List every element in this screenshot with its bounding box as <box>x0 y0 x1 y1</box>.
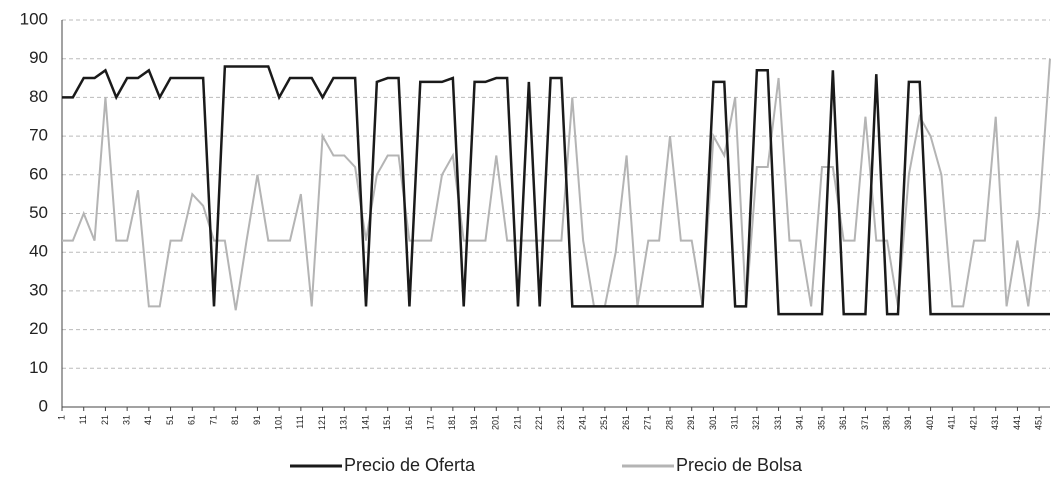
x-tick-label: 211 <box>512 415 522 429</box>
x-tick-label: 31 <box>122 415 132 425</box>
x-tick-label: 281 <box>664 415 674 430</box>
x-tick-label: 351 <box>816 415 826 430</box>
x-tick-label: 141 <box>360 415 370 430</box>
y-tick-label: 80 <box>29 87 48 106</box>
x-tick-label: 11 <box>78 415 88 424</box>
series-line <box>62 65 1050 316</box>
legend: Precio de Oferta Precio de Bolsa <box>290 455 803 475</box>
x-tick-label: 131 <box>339 415 349 430</box>
y-tick-label: 70 <box>29 126 48 145</box>
series-line <box>62 58 1051 311</box>
x-tick-label: 1 <box>56 415 66 420</box>
y-tick-label: 0 <box>39 396 48 415</box>
x-tick-label: 311 <box>730 415 740 429</box>
x-tick-label: 41 <box>143 415 153 425</box>
x-tick-label: 321 <box>751 415 761 430</box>
y-tick-label: 90 <box>29 48 48 67</box>
x-tick-label: 391 <box>903 415 913 430</box>
x-tick-label: 441 <box>1012 415 1022 430</box>
x-tick-label: 341 <box>795 415 805 430</box>
x-tick-label: 451 <box>1034 415 1044 430</box>
x-tick-label: 111 <box>295 415 305 429</box>
y-tick-label: 20 <box>29 319 48 338</box>
x-tick-label: 231 <box>556 415 566 430</box>
y-tick-label: 50 <box>29 203 48 222</box>
x-tick-label: 151 <box>382 415 392 430</box>
x-tick-label: 191 <box>469 415 479 430</box>
x-tick-label: 181 <box>447 415 457 430</box>
x-tick-label: 411 <box>947 415 957 429</box>
y-tick-label: 40 <box>29 242 48 261</box>
x-tick-label: 171 <box>426 415 436 430</box>
x-tick-label: 261 <box>621 415 631 430</box>
x-tick-label: 51 <box>165 415 175 425</box>
x-tick-label: 401 <box>925 415 935 430</box>
x-tick-label: 271 <box>643 415 653 430</box>
x-tick-label: 101 <box>274 415 284 430</box>
y-tick-label: 30 <box>29 280 48 299</box>
x-tick-label: 161 <box>404 415 414 430</box>
x-tick-label: 361 <box>838 415 848 430</box>
x-tick-label: 421 <box>968 415 978 430</box>
y-tick-label: 60 <box>29 164 48 183</box>
x-tick-label: 91 <box>252 415 262 425</box>
x-tick-label: 61 <box>187 415 197 425</box>
x-tick-label: 221 <box>534 415 544 430</box>
x-tick-label: 251 <box>599 415 609 430</box>
x-tick-label: 71 <box>208 415 218 425</box>
x-tick-label: 121 <box>317 415 327 430</box>
x-tick-label: 331 <box>773 415 783 430</box>
x-tick-label: 201 <box>491 415 501 430</box>
x-tick-label: 431 <box>990 415 1000 430</box>
legend-label: Precio de Bolsa <box>676 455 803 475</box>
legend-label: Precio de Oferta <box>344 455 476 475</box>
x-tick-label: 241 <box>578 415 588 430</box>
x-tick-label: 291 <box>686 415 696 430</box>
x-tick-label: 381 <box>882 415 892 430</box>
y-tick-label: 10 <box>29 358 48 377</box>
y-tick-label: 100 <box>20 9 48 28</box>
x-tick-label: 81 <box>230 415 240 425</box>
x-tick-label: 21 <box>100 415 110 425</box>
x-tick-label: 301 <box>708 415 718 430</box>
x-tick-label: 371 <box>860 415 870 430</box>
